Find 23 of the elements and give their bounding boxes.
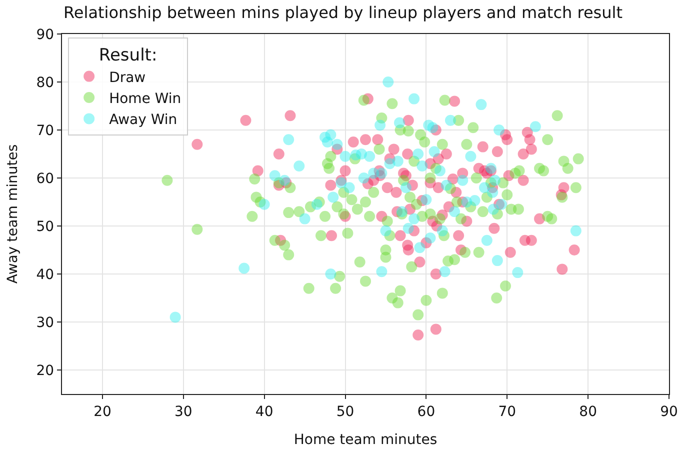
y-tick-label: 50 [36,218,54,235]
x-tick-label: 50 [336,404,354,420]
x-axis-title: Home team minutes [294,432,438,448]
legend-label: Home Win [109,90,182,107]
legend-label: Draw [109,70,146,86]
x-tick-label: 40 [255,404,274,420]
y-tick-label: 20 [36,362,54,379]
x-tick-label: 70 [498,404,516,420]
legend-label: Away Win [109,112,178,128]
y-tick-label: 60 [36,170,54,187]
y-tick-label: 70 [36,122,54,139]
y-tick-label: 30 [36,314,54,331]
x-tick-label: 20 [94,404,112,420]
y-tick-label: 80 [36,74,54,91]
x-tick-label: 90 [660,404,678,420]
y-tick-label: 40 [36,266,54,283]
x-tick-label: 60 [417,404,436,420]
x-tick-label: 80 [579,404,597,420]
x-tick-label: 30 [174,404,192,420]
y-tick-label: 90 [36,26,54,43]
legend-title: Result: [98,46,158,66]
y-axis-title: Away team minutes [4,144,21,284]
chart-title: Relationship between mins played by lineup players and match result [64,2,622,22]
